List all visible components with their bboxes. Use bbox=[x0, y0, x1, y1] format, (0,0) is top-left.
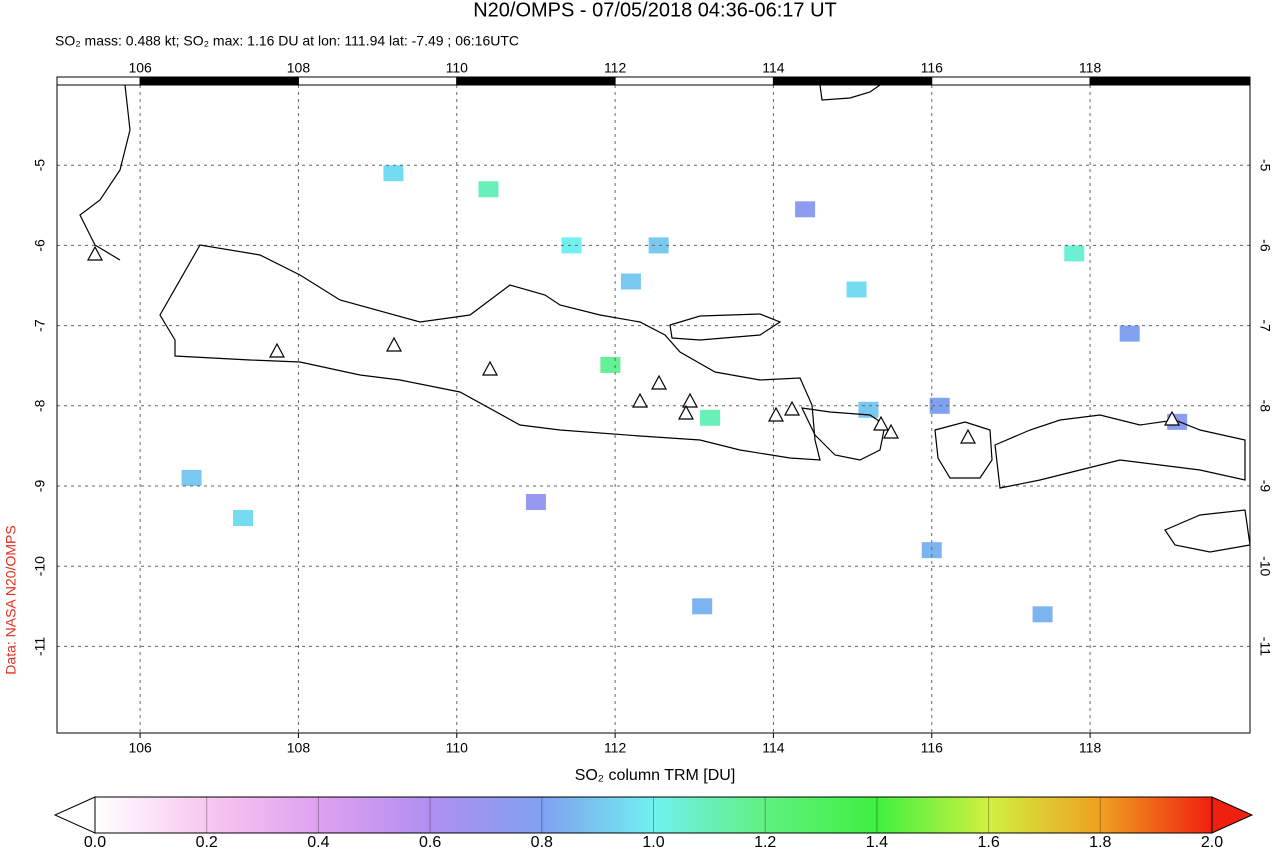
y-tick-label: -11 bbox=[1257, 637, 1272, 656]
frame-segment bbox=[1089, 76, 1251, 86]
x-tick-label: 110 bbox=[446, 60, 469, 76]
y-tick-label: -9 bbox=[32, 480, 48, 493]
volcano bbox=[631, 392, 649, 408]
colorbar-tick-label: 1.0 bbox=[642, 834, 664, 851]
map-background bbox=[57, 85, 1250, 733]
x-tick-label: 110 bbox=[446, 740, 469, 756]
y-tick-label: -8 bbox=[1257, 400, 1272, 413]
colorbar-under bbox=[53, 796, 96, 834]
volcano bbox=[1163, 410, 1181, 426]
colorbar-tick-label: 0.4 bbox=[307, 834, 329, 851]
volcano bbox=[681, 392, 699, 408]
coast-borneo bbox=[819, 85, 881, 101]
y-tick-label: -9 bbox=[1257, 480, 1272, 493]
volcano bbox=[959, 428, 977, 444]
coast-java bbox=[159, 244, 821, 461]
coast-bali bbox=[800, 407, 886, 461]
x-tick-label: 118 bbox=[1079, 60, 1102, 76]
volcano bbox=[872, 415, 890, 431]
x-tick-label: 114 bbox=[762, 740, 785, 756]
credit: Data: NASA N20/OMPS bbox=[3, 525, 19, 674]
so2-pixel bbox=[181, 469, 202, 486]
y-tick-label: -10 bbox=[32, 556, 48, 576]
so2-pixel bbox=[648, 237, 669, 254]
map-area bbox=[57, 85, 1250, 733]
coast-madura bbox=[669, 313, 782, 341]
colorbar-tick-label: 0.8 bbox=[531, 834, 553, 851]
so2-pixel bbox=[478, 181, 499, 198]
y-tick-label: -7 bbox=[32, 319, 48, 332]
frame-segment bbox=[614, 76, 774, 86]
so2-pixel bbox=[921, 542, 942, 559]
so2-pixel bbox=[561, 237, 582, 254]
so2-pixel bbox=[383, 165, 404, 182]
volcano bbox=[882, 423, 900, 439]
volcanoes bbox=[86, 245, 1181, 444]
so2-pixel bbox=[795, 201, 816, 218]
y-tick-label: -10 bbox=[1257, 556, 1272, 576]
so2-pixel bbox=[525, 494, 546, 511]
frame-segment bbox=[456, 76, 616, 86]
y-tick-label: -6 bbox=[32, 239, 48, 252]
x-tick-label: 106 bbox=[128, 740, 152, 756]
so2-pixel bbox=[700, 409, 721, 426]
y-tick-label: -5 bbox=[1257, 159, 1272, 172]
x-tick-label: 108 bbox=[287, 60, 311, 76]
colorbar-tick-label: 2.0 bbox=[1201, 834, 1223, 851]
x-tick-label: 114 bbox=[762, 60, 785, 76]
x-tick-label: 116 bbox=[921, 60, 944, 76]
colorbar-label: SO₂ column TRM [DU] bbox=[575, 767, 736, 784]
colorbar-tick-label: 0.0 bbox=[84, 834, 106, 851]
so2-pixel bbox=[846, 281, 867, 298]
volcano bbox=[650, 374, 668, 390]
coast-sumatra bbox=[79, 85, 131, 261]
colorbar-over bbox=[1211, 796, 1254, 834]
x-tick-label: 118 bbox=[1079, 740, 1102, 756]
x-tick-label: 112 bbox=[604, 740, 627, 756]
y-tick-label: -8 bbox=[32, 399, 48, 412]
so2-pixel bbox=[1119, 325, 1140, 342]
so2-pixel bbox=[1032, 606, 1053, 623]
chart-title: N20/OMPS - 07/05/2018 04:36-06:17 UT bbox=[473, 0, 837, 21]
coast-sumba bbox=[1164, 509, 1250, 553]
coast-sumbawa bbox=[994, 414, 1246, 489]
coastlines bbox=[79, 85, 1250, 553]
colorbar-tick-label: 1.8 bbox=[1089, 834, 1111, 851]
y-tick-label: -6 bbox=[1257, 239, 1272, 252]
frame-segment bbox=[772, 76, 933, 86]
x-tick-label: 116 bbox=[921, 740, 944, 756]
volcano bbox=[385, 336, 403, 352]
volcano bbox=[677, 404, 695, 420]
frame-segment bbox=[931, 76, 1091, 86]
frame-segment bbox=[139, 76, 299, 86]
y-tick-label: -11 bbox=[32, 637, 48, 656]
colorbar bbox=[94, 796, 1213, 834]
colorbar-tick-label: 0.6 bbox=[419, 834, 441, 851]
volcano bbox=[481, 360, 499, 376]
y-tick-label: -5 bbox=[32, 159, 48, 172]
x-tick-label: 108 bbox=[287, 740, 311, 756]
frame-segment bbox=[56, 76, 141, 86]
colorbar-tick-label: 1.4 bbox=[866, 834, 888, 851]
colorbar-tick-label: 1.6 bbox=[977, 834, 999, 851]
colorbar-tick-label: 1.2 bbox=[754, 834, 776, 851]
volcano bbox=[767, 406, 785, 422]
coast-lombok bbox=[934, 421, 993, 479]
so2-pixel bbox=[233, 510, 254, 527]
x-tick-label: 106 bbox=[128, 60, 152, 76]
so2-pixel bbox=[620, 273, 641, 290]
so2-pixel bbox=[1064, 245, 1085, 262]
volcano bbox=[86, 245, 104, 261]
volcano bbox=[783, 400, 801, 416]
frame-segment bbox=[297, 76, 458, 86]
chart-subtitle: SO₂ mass: 0.488 kt; SO₂ max: 1.16 DU at … bbox=[55, 33, 519, 49]
y-tick-label: -7 bbox=[1257, 319, 1272, 332]
so2-pixel bbox=[692, 598, 713, 615]
colorbar-tick-label: 0.2 bbox=[196, 834, 218, 851]
x-tick-label: 112 bbox=[604, 60, 627, 76]
so2-pixel bbox=[600, 356, 621, 373]
volcano bbox=[268, 342, 286, 358]
